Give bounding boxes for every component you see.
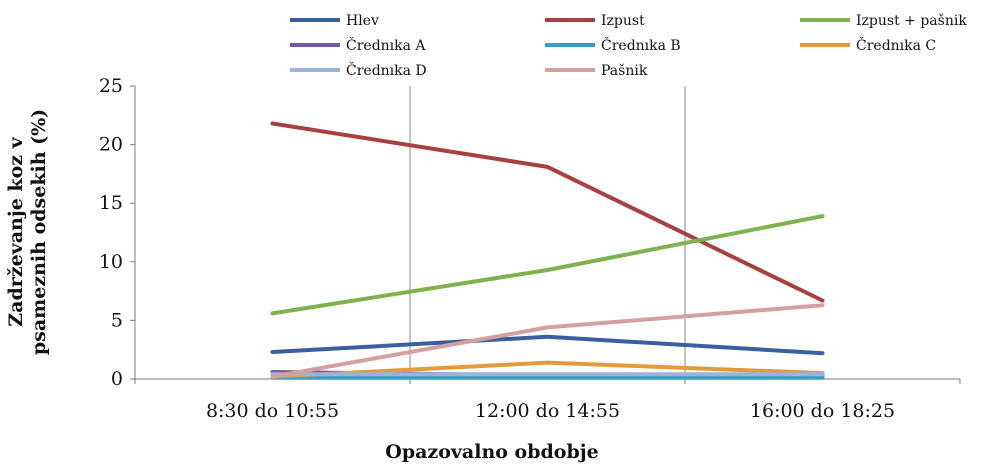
series-layer [270,121,825,380]
y-tick-label: 20 [99,134,123,156]
y-tick-label: 25 [99,75,123,97]
series-line [270,360,825,379]
x-tick-label: 16:00 do 18:25 [750,400,895,422]
legend-label: Izpust + pašnik [856,12,967,29]
legend-label: Pašnik [601,62,648,79]
y-axis-title-line-2: psameznih odsekih (%) [28,109,50,355]
legend-label: Izpust [601,13,645,29]
series-line [270,334,825,356]
y-tick-label: 5 [111,309,123,331]
legend-label: Črednıka B [601,36,681,54]
x-tick-label: 8:30 do 10:55 [206,400,339,422]
legend: Hlev Izpust Izpust + pašnik Črednıka A Čredn… [290,12,967,79]
y-axis-title-line-1: Zadrževanje koz v [5,136,27,326]
series-line [270,121,825,303]
legend-label: Črednıka C [856,36,936,54]
x-axis-title: Opazovalno obdobje [385,441,598,463]
tick-layer: 0 5 10 15 20 25 8:30 do 10:55 12:00 do 14:55 16:… [99,75,895,422]
legend-label: Črednıka D [346,61,427,79]
series-line [270,214,825,316]
y-tick-label: 0 [111,368,123,390]
legend-label: Hlev [346,13,379,29]
series-line [270,303,825,379]
axis-layer [130,85,961,384]
legend-label: Črednıka A [346,36,426,54]
x-tick-label: 12:00 do 14:55 [475,400,620,422]
y-tick-label: 15 [99,192,123,214]
y-tick-label: 10 [99,251,123,273]
